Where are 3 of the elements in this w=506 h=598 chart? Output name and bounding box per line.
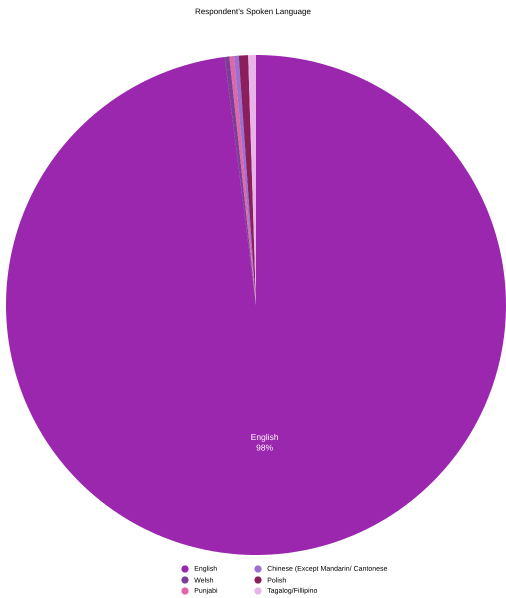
data-label: 98% (256, 444, 273, 451)
slice-label: English (251, 434, 278, 442)
chart-title: Respondent’s Spoken Language (196, 8, 311, 16)
